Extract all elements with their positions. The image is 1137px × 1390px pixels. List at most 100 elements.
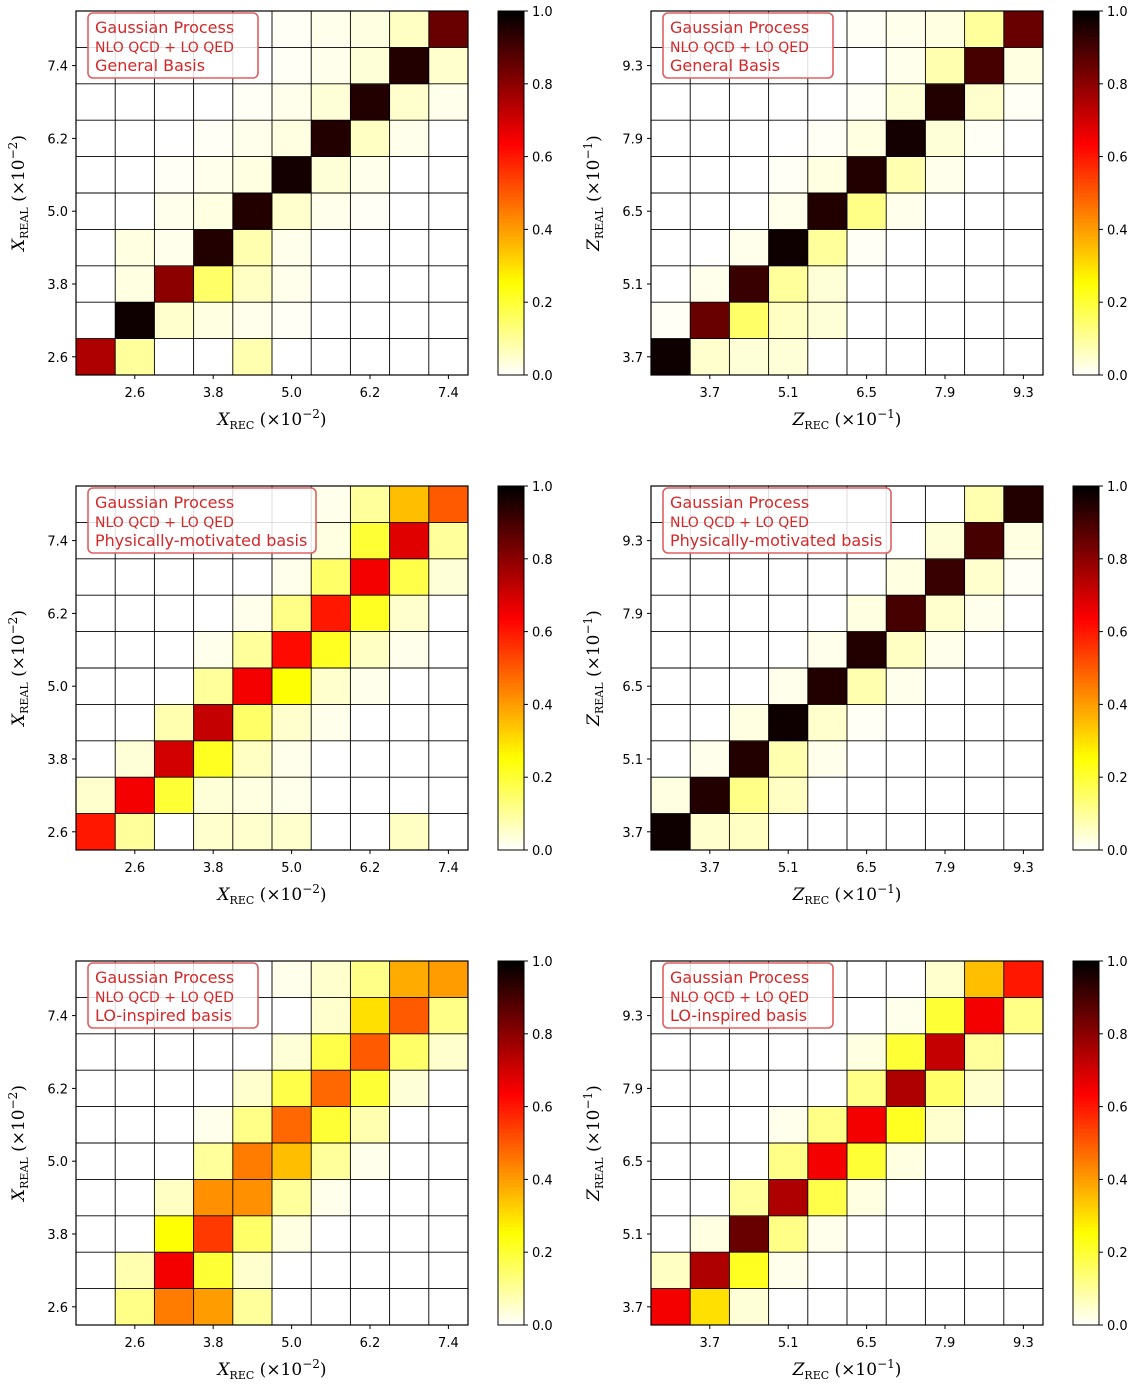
colorbar-segment xyxy=(498,360,524,365)
colorbar-segment xyxy=(498,584,524,589)
colorbar-tick-label: 0.4 xyxy=(1107,223,1128,238)
heatmap-cell xyxy=(729,156,769,194)
colorbar-segment xyxy=(498,214,524,219)
heatmap-cell xyxy=(311,120,351,157)
colorbar-segment xyxy=(498,500,524,505)
colorbar-segment xyxy=(498,737,524,742)
colorbar-segment xyxy=(1073,1055,1099,1060)
colorbar-segment xyxy=(1073,1277,1099,1282)
heatmap-cell xyxy=(272,229,312,267)
colorbar-segment xyxy=(1073,83,1099,88)
x-tick-label: 9.3 xyxy=(1013,1336,1034,1351)
heatmap-cell xyxy=(232,156,273,194)
colorbar-segment xyxy=(1073,1303,1099,1308)
colorbar-segment xyxy=(498,1317,524,1322)
heatmap-cell xyxy=(350,1106,390,1144)
colorbar-segment xyxy=(1073,591,1099,596)
heatmap-cell xyxy=(154,1070,194,1107)
colorbar-segment xyxy=(498,831,524,836)
heatmap-cell xyxy=(232,704,273,742)
heatmap-cell xyxy=(115,558,155,596)
heatmap-cell xyxy=(154,338,194,376)
colorbar-segment xyxy=(498,657,524,662)
colorbar-segment xyxy=(1073,105,1099,110)
heatmap-cell xyxy=(115,813,155,851)
colorbar-segment xyxy=(1073,1110,1099,1115)
colorbar-segment xyxy=(498,284,524,289)
heatmap-cell xyxy=(193,668,234,705)
colorbar-segment xyxy=(1073,29,1099,34)
colorbar-segment xyxy=(1073,1059,1099,1064)
heatmap-cell xyxy=(886,156,926,194)
heatmap-cell xyxy=(729,1070,769,1107)
y-axis-label: ZREAL (×10−1) xyxy=(581,1085,606,1202)
plot-frame xyxy=(650,960,1044,1326)
colorbar-segment xyxy=(1073,1190,1099,1195)
heatmap-cell xyxy=(76,813,116,851)
colorbar-segment xyxy=(1073,174,1099,179)
colorbar-segment xyxy=(498,258,524,263)
colorbar-segment xyxy=(1073,58,1099,63)
x-tick-label: 3.8 xyxy=(203,861,224,876)
colorbar-segment xyxy=(1073,287,1099,292)
colorbar-segment xyxy=(498,229,524,234)
colorbar-segment xyxy=(1073,577,1099,582)
plot-frame xyxy=(75,960,469,1326)
colorbar-segment xyxy=(1073,40,1099,45)
colorbar-segment xyxy=(1073,1219,1099,1224)
colorbar-segment xyxy=(498,1215,524,1220)
heatmap-cell xyxy=(964,11,1005,48)
colorbar-segment xyxy=(498,839,524,844)
x-tick-label: 7.4 xyxy=(438,386,459,401)
colorbar-segment xyxy=(498,1004,524,1009)
colorbar-segment xyxy=(498,1113,524,1119)
heatmap-cell xyxy=(847,1106,887,1144)
colorbar-tick-label: 0.8 xyxy=(1107,1028,1128,1043)
heatmap-cell xyxy=(964,120,1005,157)
colorbar-segment xyxy=(498,566,524,571)
heatmap-cell xyxy=(768,1215,809,1253)
heatmap-cell xyxy=(964,1215,1005,1253)
heatmap-cell xyxy=(768,302,809,339)
legend-frame xyxy=(87,12,259,79)
colorbar-segment xyxy=(498,496,524,502)
heatmap-cell xyxy=(768,595,809,632)
heatmap-cell xyxy=(232,1288,273,1326)
heatmap-cell xyxy=(428,47,469,85)
heatmap-cell xyxy=(311,1143,351,1180)
heatmap-cell xyxy=(154,704,194,742)
heatmap-cell xyxy=(232,338,273,376)
heatmap-cell xyxy=(768,631,809,669)
colorbar-segment xyxy=(498,1244,524,1250)
y-axis-label: ZREAL (×10−1) xyxy=(581,610,606,727)
colorbar-segment xyxy=(1073,76,1099,81)
heatmap-panel-3-x: 2.6 3.8 5.0 6.2 7.4 2.6 3.8 5.0 6.2 7.4 XREC (×10−… xyxy=(6,480,553,907)
heatmap-cell xyxy=(690,595,730,632)
heatmap-cell xyxy=(729,229,769,267)
colorbar-segment xyxy=(498,32,524,37)
colorbar-segment xyxy=(1073,1281,1099,1286)
colorbar-segment xyxy=(1073,766,1099,771)
heatmap-cell xyxy=(311,1179,351,1217)
heatmap-cell xyxy=(115,193,155,230)
colorbar-segment xyxy=(1073,737,1099,742)
colorbar-segment xyxy=(1073,964,1099,969)
colorbar-segment xyxy=(498,320,524,325)
heatmap-cell xyxy=(76,338,116,376)
colorbar-segment xyxy=(1073,1048,1099,1053)
heatmap-cell xyxy=(886,961,926,998)
heatmap-cell xyxy=(807,229,848,267)
heatmap-cell xyxy=(272,813,312,851)
heatmap-cell xyxy=(964,961,1005,998)
heatmap-cell xyxy=(193,1033,234,1071)
heatmap-cell xyxy=(847,193,887,230)
heatmap-cell xyxy=(768,704,809,742)
colorbar-tick-label: 1.0 xyxy=(1107,5,1128,20)
colorbar-segment xyxy=(1073,846,1099,851)
y-tick-label: 7.9 xyxy=(622,1082,643,1097)
colorbar-tick-label: 0.0 xyxy=(532,1319,553,1334)
heatmap-cell xyxy=(768,777,809,814)
colorbar-segment xyxy=(498,1001,524,1006)
heatmap-cell xyxy=(729,193,769,230)
heatmap-cell xyxy=(428,338,469,376)
